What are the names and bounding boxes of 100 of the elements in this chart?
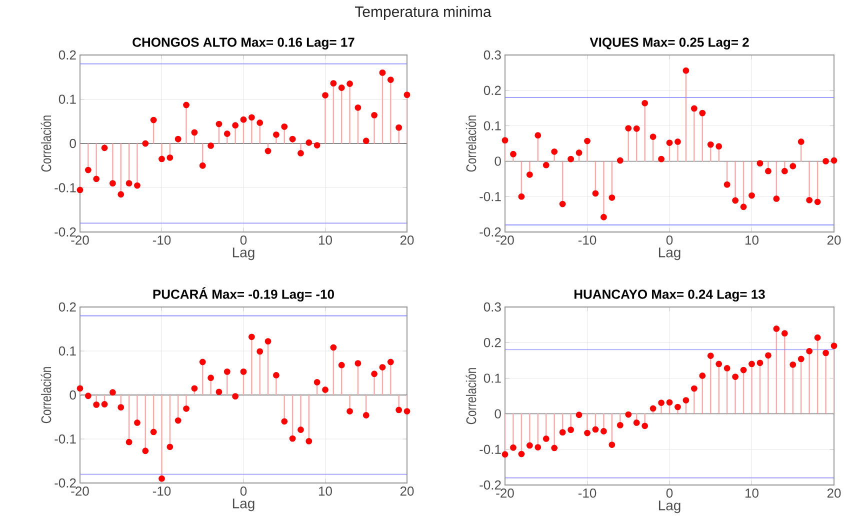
x-tick-label: 10 <box>746 488 758 498</box>
y-tick-label: 0.1 <box>484 121 501 130</box>
y-tick-label: 0 <box>70 138 76 148</box>
point <box>534 444 542 450</box>
point <box>732 374 739 380</box>
point <box>354 360 362 367</box>
point <box>699 372 706 379</box>
y-tick-label: 0 <box>494 156 501 166</box>
point <box>773 326 780 332</box>
point <box>584 138 590 144</box>
point <box>306 139 312 146</box>
point <box>166 154 174 161</box>
chart-title: HUANCAYO Max= 0.24 Lag= 13 <box>574 290 765 302</box>
point <box>682 397 690 404</box>
point <box>502 451 508 458</box>
point <box>559 200 566 208</box>
point <box>354 104 362 111</box>
point <box>224 368 230 375</box>
y-axis-title: Correlación <box>466 116 476 172</box>
y-tick-label: 0.1 <box>58 94 76 104</box>
y-tick-label: 0.1 <box>58 346 76 356</box>
point <box>183 102 190 108</box>
point <box>650 134 656 140</box>
point <box>625 411 632 418</box>
point <box>592 426 599 433</box>
point <box>666 140 673 146</box>
text: Temperatura minima <box>354 6 492 20</box>
y-axis-title: Correlación <box>466 368 476 424</box>
point <box>699 110 706 116</box>
point <box>289 435 296 442</box>
point <box>84 392 92 400</box>
point <box>616 157 624 164</box>
y-tick-label: -0.1 <box>480 444 501 454</box>
point <box>362 412 370 418</box>
point <box>183 405 190 412</box>
x-axis-title: Lag <box>658 248 680 260</box>
point <box>551 444 558 452</box>
point <box>387 76 394 83</box>
x-axis-title: Lag <box>232 248 254 260</box>
point <box>362 138 370 144</box>
y-tick-label: 0.2 <box>58 302 76 312</box>
point <box>101 144 108 152</box>
point <box>232 393 239 400</box>
point <box>542 162 550 168</box>
point <box>790 162 796 170</box>
x-tick-label: 0 <box>240 236 247 245</box>
point <box>240 368 247 375</box>
point <box>798 138 804 145</box>
point <box>166 444 174 450</box>
point <box>674 404 681 410</box>
point <box>600 214 607 220</box>
x-tick-label: 0 <box>666 488 673 498</box>
point <box>93 176 100 182</box>
point <box>322 386 328 393</box>
point <box>502 137 508 144</box>
point <box>404 408 410 414</box>
point <box>806 196 813 204</box>
point <box>126 438 132 446</box>
point <box>314 379 320 386</box>
point <box>208 142 214 149</box>
x-tick-label: 10 <box>746 236 758 245</box>
point <box>510 444 516 451</box>
point <box>306 438 312 444</box>
point <box>396 406 402 414</box>
point <box>756 160 764 167</box>
point <box>76 186 84 194</box>
point <box>298 150 304 156</box>
point <box>716 143 722 150</box>
point <box>248 334 255 340</box>
point <box>346 408 353 414</box>
point <box>248 114 255 121</box>
point <box>658 156 664 162</box>
x-tick-label: 20 <box>400 486 414 496</box>
point <box>534 132 542 139</box>
point <box>396 124 402 131</box>
point <box>110 389 116 396</box>
point <box>330 344 337 351</box>
point <box>650 405 656 412</box>
x-tick-label: -20 <box>71 236 89 245</box>
point <box>773 196 780 202</box>
point <box>224 130 230 137</box>
point <box>264 338 272 345</box>
point <box>216 120 222 128</box>
point <box>379 364 386 370</box>
point <box>93 401 100 408</box>
point <box>608 442 616 448</box>
point <box>240 116 247 123</box>
point <box>142 140 149 147</box>
point <box>568 156 574 162</box>
y-tick-label: -0.1 <box>54 434 76 444</box>
point <box>518 193 525 200</box>
point <box>732 197 739 204</box>
point <box>765 352 772 359</box>
point <box>84 166 92 174</box>
y-tick-label: -0.2 <box>54 227 76 237</box>
point <box>568 426 574 434</box>
point <box>798 356 804 362</box>
point <box>682 67 690 74</box>
point <box>756 360 764 366</box>
x-tick-label: 20 <box>827 488 841 498</box>
